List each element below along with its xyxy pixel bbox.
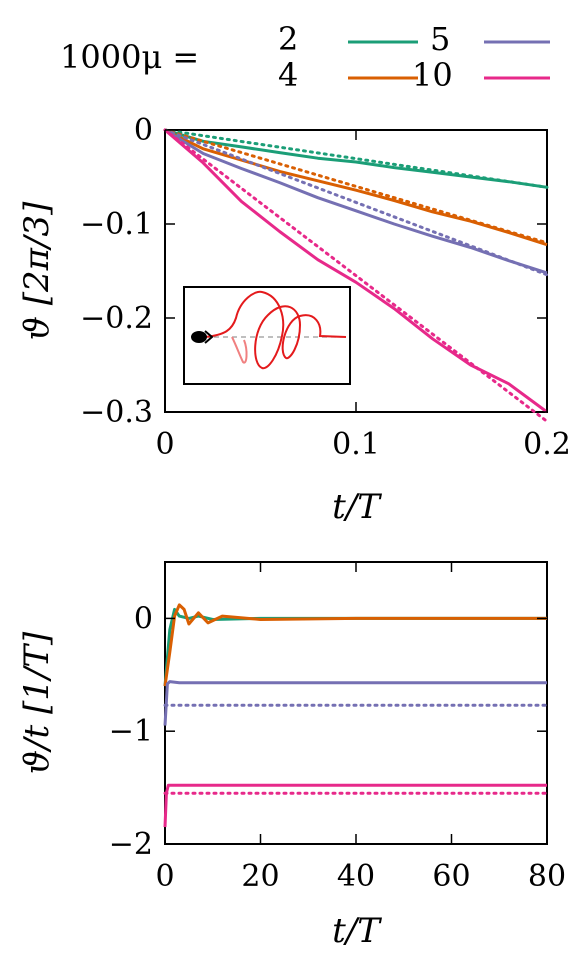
legend: 1000μ = 2 4 5 10 — [60, 20, 550, 94]
x-tick-label: 80 — [528, 859, 566, 894]
x-tick-label: 0 — [155, 859, 174, 894]
x-tick-label: 0.2 — [523, 427, 571, 462]
chart-top: 0 0.1 0.2 0 −0.1 −0.2 −0.3 t/T ϑ [2π/3] — [17, 113, 571, 527]
legend-label-2: 2 — [278, 20, 298, 58]
x-tick-label: 20 — [241, 859, 279, 894]
series-line-10-dotted — [163, 128, 549, 423]
y-tick-label: −1 — [109, 714, 153, 749]
series-line-10 — [163, 783, 547, 828]
inset-trajectory — [204, 290, 347, 370]
y-tick-label: −0.1 — [80, 207, 153, 242]
series-line-2-dotted — [163, 128, 549, 189]
ticks-top: 0 0.1 0.2 0 −0.1 −0.2 −0.3 — [80, 113, 571, 462]
y-tick-label: 0 — [134, 113, 153, 148]
series-line-4 — [164, 128, 548, 247]
series-line-5 — [164, 128, 548, 275]
series-line-5-dotted — [163, 128, 549, 277]
series-line-4 — [163, 603, 547, 687]
series-line-4-dotted — [163, 128, 549, 245]
chart-bottom: 0 20 40 60 80 0 −1 −2 t/T ϑ/t [1/T] — [17, 561, 566, 951]
inset-swimmer-arrow — [204, 330, 214, 344]
inset-swimmer-body — [191, 331, 207, 343]
inset-trajectory-tail — [231, 336, 248, 364]
legend-label-5: 5 — [430, 20, 450, 58]
y-tick-label: −0.2 — [80, 301, 153, 336]
x-tick-label: 0 — [155, 427, 174, 462]
series-group-bottom — [163, 603, 549, 828]
inset — [183, 286, 351, 385]
legend-label-10: 10 — [412, 56, 453, 94]
y-tick-label: −0.3 — [80, 395, 153, 430]
x-axis-label-top: t/T — [332, 487, 382, 527]
x-tick-label: 60 — [432, 859, 470, 894]
ticks-bottom: 0 20 40 60 80 0 −1 −2 — [109, 562, 566, 894]
x-tick-label: 0.1 — [332, 427, 380, 462]
legend-prefix: 1000μ = — [60, 38, 199, 76]
plot-frame-bottom — [164, 561, 548, 845]
y-axis-label-bottom: ϑ/t [1/T] — [17, 631, 57, 774]
series-group-top — [163, 128, 549, 423]
x-axis-label-bottom: t/T — [332, 911, 382, 951]
legend-label-4: 4 — [278, 56, 298, 94]
series-line-5 — [163, 680, 547, 726]
y-axis-label-top: ϑ [2π/3] — [17, 201, 57, 340]
y-tick-label: 0 — [134, 601, 153, 636]
x-tick-label: 40 — [337, 859, 375, 894]
y-tick-label: −2 — [109, 827, 153, 862]
series-line-2 — [163, 607, 547, 687]
